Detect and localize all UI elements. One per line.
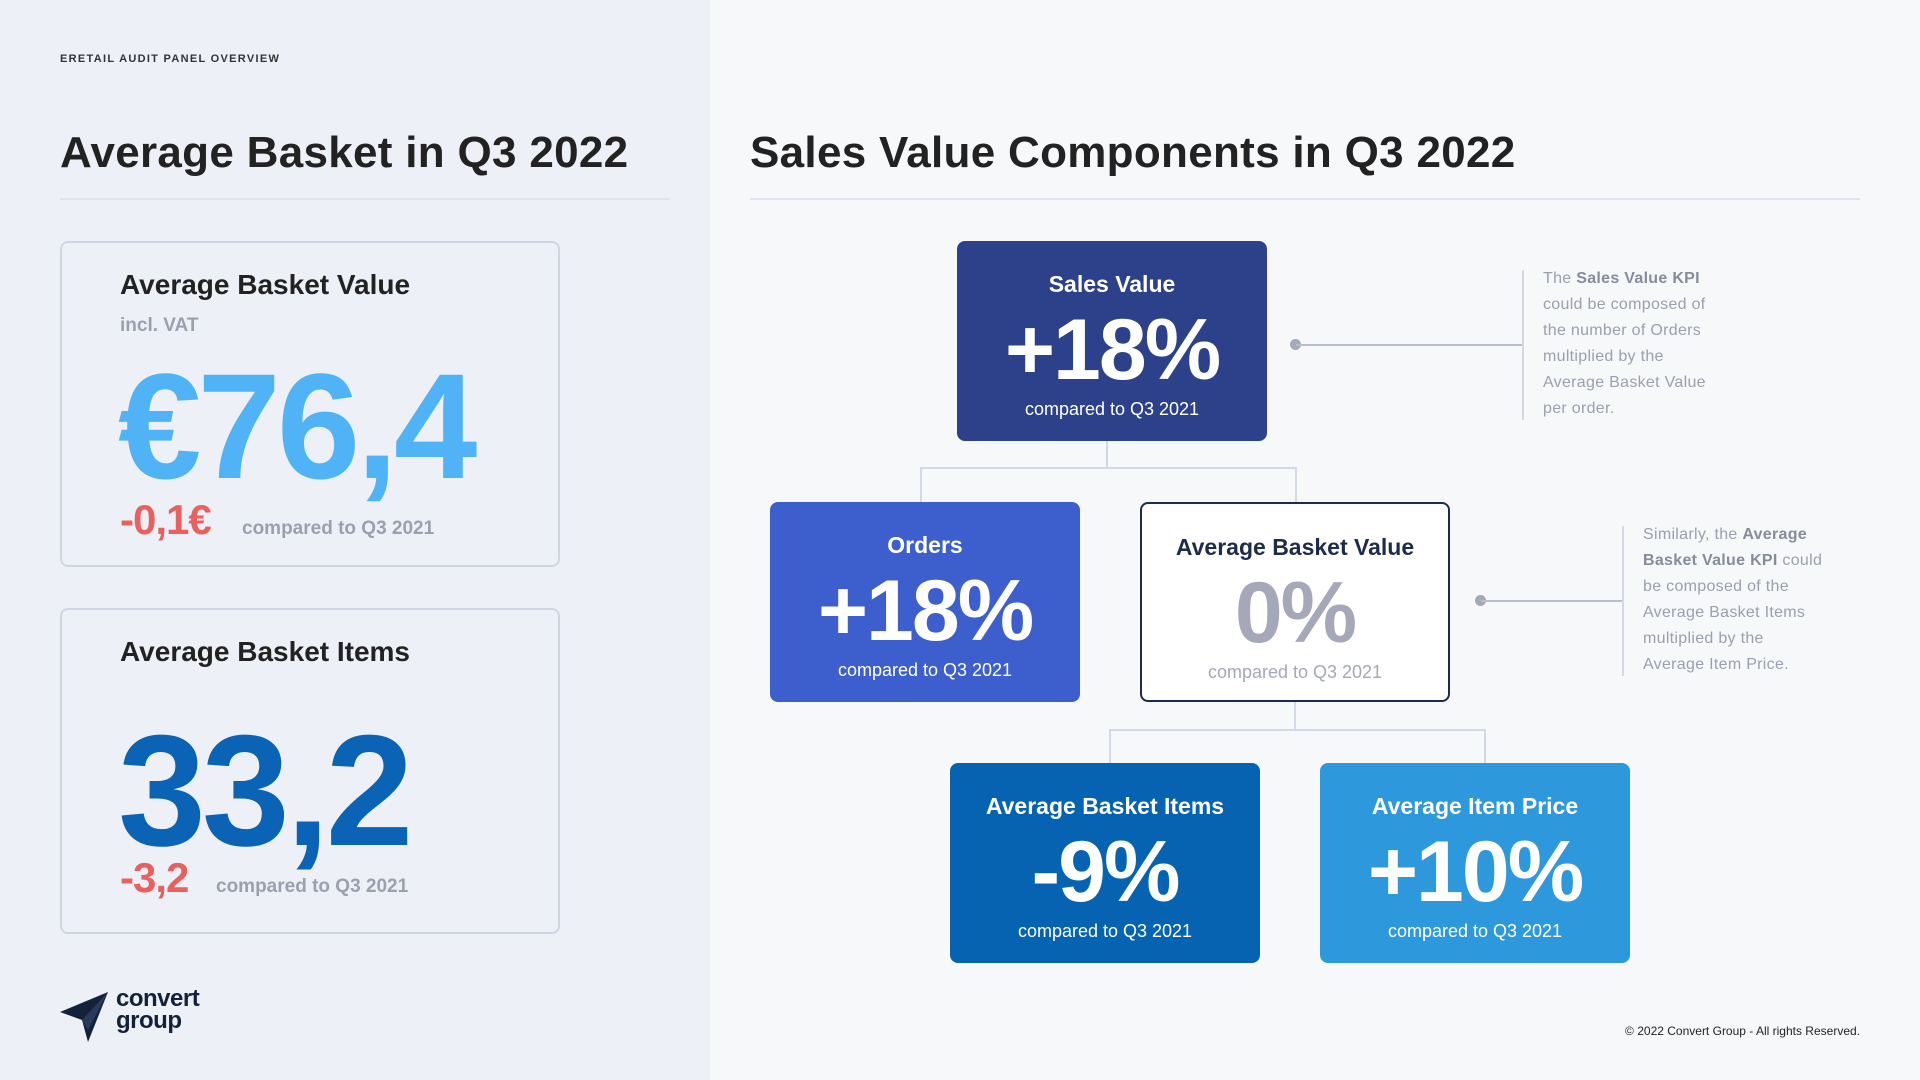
text-segment: multiplied by the bbox=[1543, 348, 1664, 365]
logo-line-2: group bbox=[116, 1007, 182, 1034]
text-segment: The bbox=[1543, 270, 1577, 287]
explanation-pointer-line bbox=[1481, 600, 1623, 602]
delta-comparison-note: compared to Q3 2021 bbox=[216, 876, 409, 897]
node-note: compared to Q3 2021 bbox=[1017, 921, 1193, 941]
explanation-line: multiplied by the bbox=[1643, 626, 1822, 652]
logo-wordmark: convert group bbox=[116, 985, 200, 1034]
explanation-line: Similarly, the Average bbox=[1643, 522, 1822, 548]
left-section-divider bbox=[60, 198, 670, 200]
node-title: Sales Value bbox=[1048, 271, 1176, 297]
overline-label: ERETAIL AUDIT PANEL OVERVIEW bbox=[60, 53, 281, 65]
card-subtitle: incl. VAT bbox=[120, 315, 199, 336]
explanation-bar bbox=[1622, 526, 1624, 676]
average-basket-items-card: Average Basket Items 33,2 -3,2 compared … bbox=[60, 608, 560, 934]
average-basket-value-number: €76,4 bbox=[118, 342, 477, 510]
text-segment: could bbox=[1777, 552, 1823, 569]
card-title: Average Basket Items bbox=[120, 636, 411, 667]
copyright-notice: © 2022 Convert Group - All rights Reserv… bbox=[1625, 1024, 1860, 1038]
node-value: 0% bbox=[1234, 565, 1357, 661]
explanation-line: Average Basket Items bbox=[1643, 600, 1822, 626]
logo-line-1: convert bbox=[116, 985, 200, 1012]
explanation-pointer-line bbox=[1296, 344, 1524, 346]
average-basket-value-card: Average Basket Value incl. VAT €76,4 -0,… bbox=[60, 241, 560, 567]
card-title: Average Basket Value bbox=[120, 269, 411, 300]
explanation-line: could be composed of bbox=[1543, 292, 1706, 318]
bold-segment: Basket Value KPI bbox=[1643, 552, 1778, 569]
node-title: Average Basket Items bbox=[985, 793, 1225, 819]
text-segment: could be composed of bbox=[1543, 296, 1706, 313]
explanation-line: be composed of the bbox=[1643, 574, 1822, 600]
node-note: compared to Q3 2021 bbox=[1387, 921, 1563, 941]
node-note: compared to Q3 2021 bbox=[837, 660, 1013, 680]
text-segment: Average Basket Items bbox=[1643, 604, 1806, 621]
average-basket-items-delta: -3,2 bbox=[120, 854, 189, 901]
text-segment: per order. bbox=[1543, 400, 1615, 417]
average-basket-value-explanation: Similarly, the Average Basket Value KPI … bbox=[1643, 522, 1822, 678]
node-note: compared to Q3 2021 bbox=[1024, 399, 1200, 419]
explanation-pointer-dot bbox=[1475, 595, 1486, 606]
orders-node: Orders +18% compared to Q3 2021 bbox=[770, 502, 1080, 702]
average-basket-items-number: 33,2 bbox=[118, 703, 414, 879]
node-title: Average Item Price bbox=[1371, 793, 1579, 819]
node-value: +10% bbox=[1367, 824, 1584, 920]
bold-segment: Average bbox=[1742, 526, 1807, 543]
node-title: Orders bbox=[887, 532, 963, 558]
explanation-line: per order. bbox=[1543, 396, 1706, 422]
node-value: +18% bbox=[1004, 302, 1221, 398]
explanation-pointer-dot bbox=[1290, 339, 1301, 350]
sales-value-explanation: The Sales Value KPI could be composed of… bbox=[1543, 266, 1706, 422]
explanation-line: multiplied by the bbox=[1543, 344, 1706, 370]
node-note: compared to Q3 2021 bbox=[1207, 662, 1383, 682]
node-value: +18% bbox=[817, 563, 1034, 659]
average-basket-items-node: Average Basket Items -9% compared to Q3 … bbox=[950, 763, 1260, 963]
bold-segment: Sales Value KPI bbox=[1576, 270, 1700, 287]
explanation-line: Average Item Price. bbox=[1643, 652, 1822, 678]
text-segment: the number of Orders bbox=[1543, 322, 1702, 339]
average-basket-value-delta: -0,1€ bbox=[120, 496, 212, 543]
explanation-line: The Sales Value KPI bbox=[1543, 266, 1706, 292]
right-section-divider bbox=[750, 198, 1860, 200]
explanation-line: Basket Value KPI could bbox=[1643, 548, 1822, 574]
node-value: -9% bbox=[1031, 824, 1181, 920]
text-segment: Average Basket Value bbox=[1543, 374, 1706, 391]
explanation-bar bbox=[1522, 270, 1524, 420]
delta-comparison-note: compared to Q3 2021 bbox=[242, 518, 435, 539]
left-section-title: Average Basket in Q3 2022 bbox=[60, 128, 629, 177]
explanation-line: Average Basket Value bbox=[1543, 370, 1706, 396]
average-basket-value-node: Average Basket Value 0% compared to Q3 2… bbox=[1140, 502, 1450, 702]
paper-plane-icon bbox=[60, 992, 108, 1042]
convert-group-logo: convert group bbox=[58, 986, 218, 1042]
text-segment: Average Item Price. bbox=[1643, 656, 1789, 673]
right-section-title: Sales Value Components in Q3 2022 bbox=[750, 128, 1516, 177]
sales-value-node: Sales Value +18% compared to Q3 2021 bbox=[957, 241, 1267, 441]
average-item-price-node: Average Item Price +10% compared to Q3 2… bbox=[1320, 763, 1630, 963]
text-segment: Similarly, the bbox=[1643, 526, 1743, 543]
explanation-line: the number of Orders bbox=[1543, 318, 1706, 344]
text-segment: multiplied by the bbox=[1643, 630, 1764, 647]
node-title: Average Basket Value bbox=[1175, 534, 1415, 560]
text-segment: be composed of the bbox=[1643, 578, 1789, 595]
